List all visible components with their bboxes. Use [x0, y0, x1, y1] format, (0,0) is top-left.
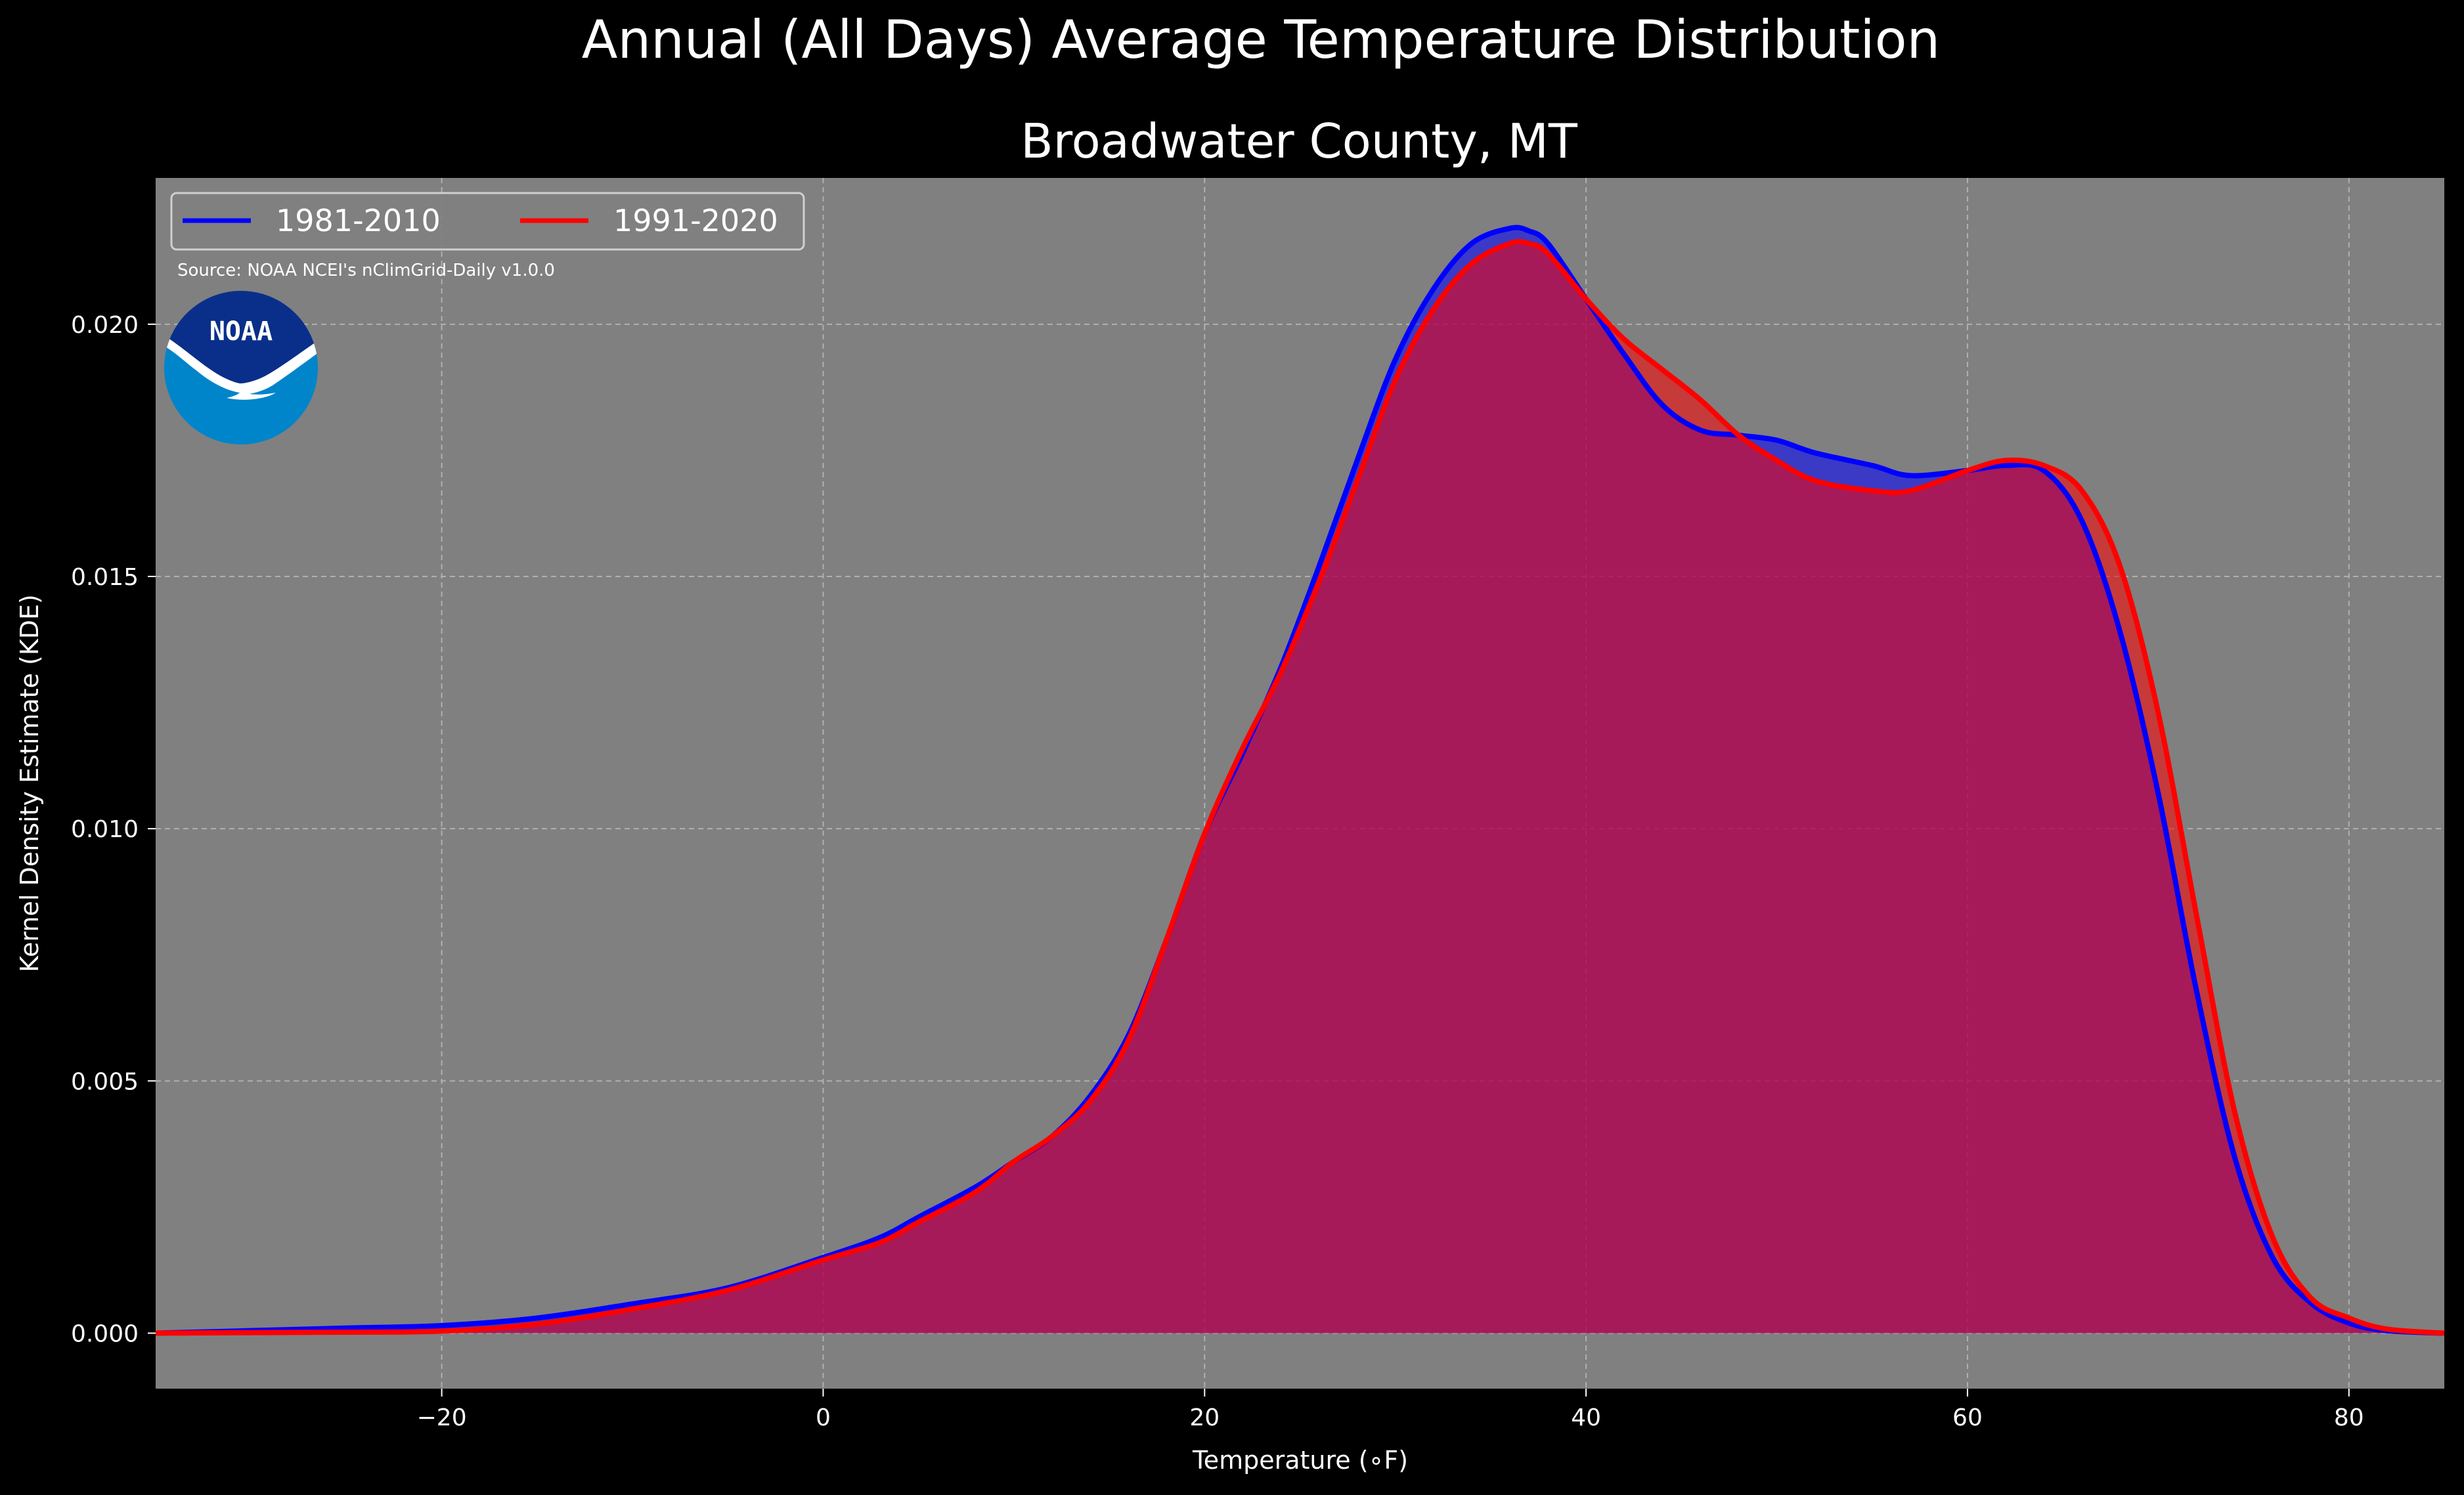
- y-tick-label: 0.000: [71, 1320, 139, 1347]
- series-layer: [155, 225, 2445, 1336]
- y-tick-label: 0.005: [71, 1068, 139, 1095]
- series-line-1991-2020: [155, 238, 2445, 1336]
- legend-box: [170, 192, 805, 251]
- y-tick-label: 0.010: [71, 816, 139, 843]
- legend: 1981-2010 1991-2020: [170, 192, 805, 251]
- x-tick-label: 40: [1571, 1404, 1601, 1431]
- x-tick-label: 80: [2334, 1404, 2364, 1431]
- y-axis-label: Kernel Density Estimate (KDE): [15, 594, 44, 972]
- source-note: Source: NOAA NCEI's nClimGrid-Daily v1.0…: [177, 261, 555, 280]
- x-tick-label: −20: [417, 1404, 467, 1431]
- chart-title: Broadwater County, MT: [1021, 114, 1578, 169]
- ticks: −20 0 20 40 60 80 0.000 0.005 0.010 0.015 0.020: [71, 312, 2364, 1431]
- series-fill-1991-2020: [156, 241, 2444, 1333]
- x-axis-label: Temperature (∘F): [1192, 1446, 1408, 1475]
- x-tick-label: 60: [1952, 1404, 1983, 1431]
- y-tick-label: 0.020: [71, 312, 139, 339]
- logo-text: NOAA: [209, 316, 273, 347]
- x-tick-label: 20: [1189, 1404, 1220, 1431]
- figure-suptitle: Annual (All Days) Average Temperature Di…: [582, 9, 1940, 70]
- noaa-logo: NOAA: [164, 291, 318, 444]
- x-tick-label: 0: [816, 1404, 831, 1431]
- legend-label-1981-2010: 1981-2010: [276, 203, 441, 238]
- legend-label-1991-2020: 1991-2020: [613, 203, 778, 238]
- seagull-icon: [164, 332, 318, 400]
- y-tick-label: 0.015: [71, 564, 139, 591]
